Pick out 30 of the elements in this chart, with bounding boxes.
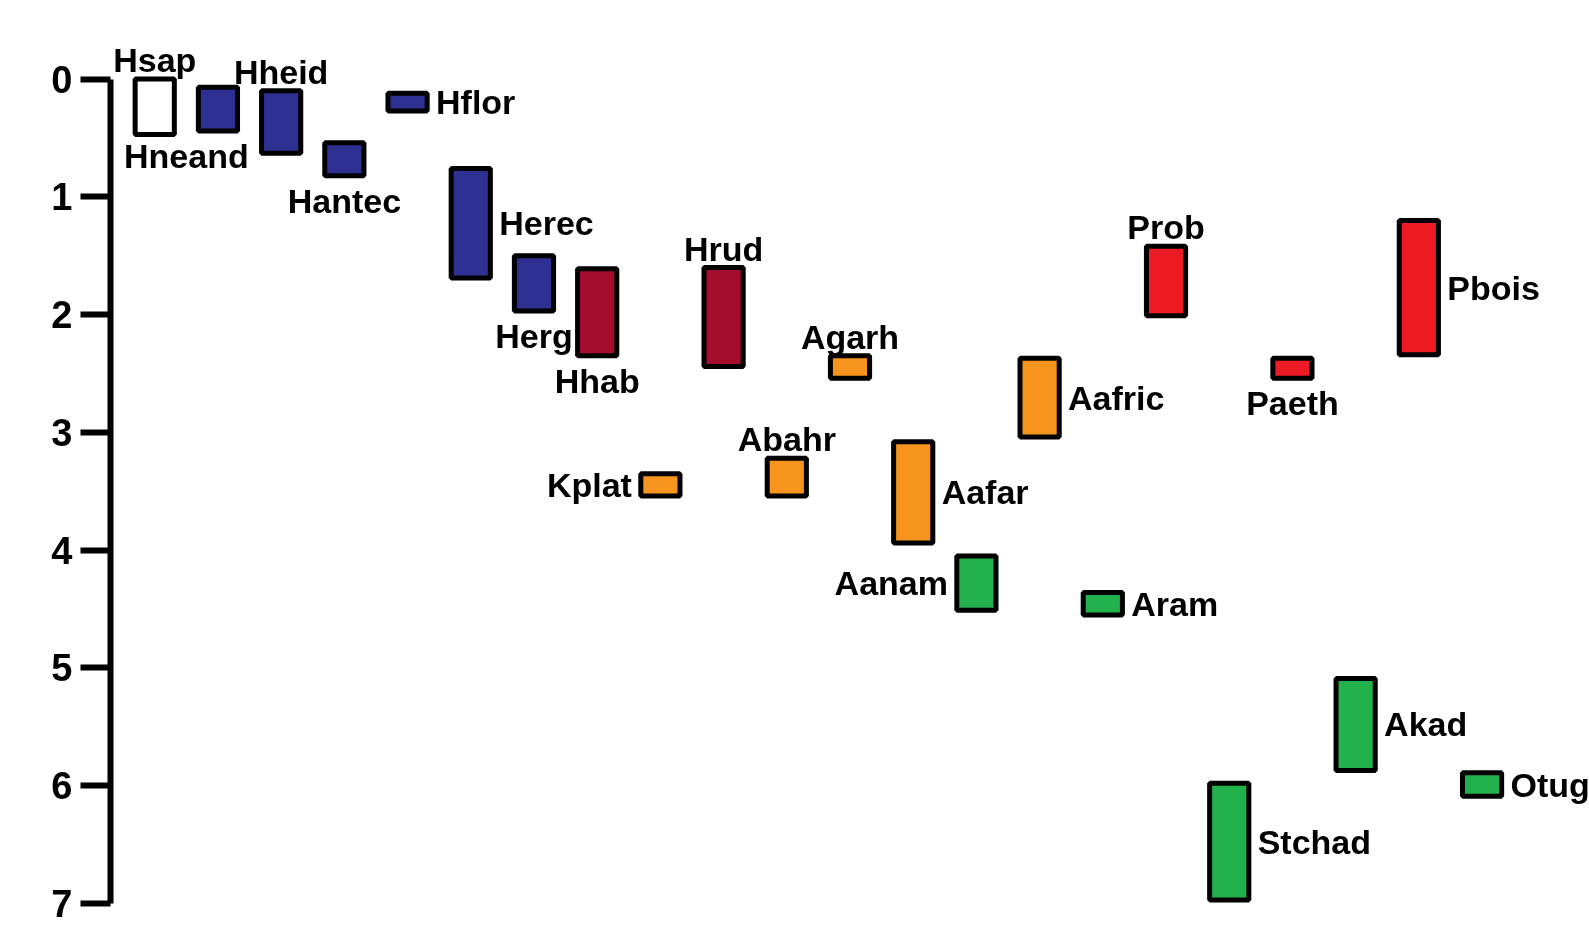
text: Hsap	[113, 41, 197, 80]
y-tick-label: 4	[51, 529, 73, 572]
annotation: Aanam	[834, 564, 948, 603]
y-tick-label: 2	[51, 294, 73, 337]
y-tick-label: 7	[51, 883, 73, 925]
annotation: Aafar	[941, 473, 1029, 512]
annotation: Akad	[1384, 705, 1468, 744]
annotation: Aafric	[1068, 378, 1165, 417]
y-tick-label: 3	[51, 411, 73, 454]
y-tick-label: 0	[51, 58, 73, 101]
y-tick-label: 5	[51, 647, 73, 690]
annotation: Hflor	[436, 83, 516, 122]
annotation: Paeth	[1246, 384, 1339, 423]
annotation: Hrud	[683, 229, 764, 268]
annotation: Aram	[1131, 584, 1219, 623]
annotation: Hhab	[554, 361, 640, 400]
annotation: Hheid	[233, 52, 329, 91]
y-tick-label: 6	[51, 765, 73, 808]
annotation: Pbois	[1447, 268, 1540, 307]
annotation: Abahr	[737, 420, 836, 459]
annotation: Agarh	[800, 317, 900, 356]
y-tick-label: 1	[51, 176, 73, 219]
annotation: Hneand	[124, 136, 249, 175]
annotation: Prob	[1127, 208, 1205, 247]
annotation: Kplat	[546, 465, 632, 504]
annotation: Otug	[1510, 765, 1589, 804]
annotation: Hantec	[287, 181, 402, 220]
annotation: Herg	[495, 316, 573, 355]
annotation: Stchad	[1257, 822, 1372, 861]
annotation: Herec	[499, 204, 594, 243]
